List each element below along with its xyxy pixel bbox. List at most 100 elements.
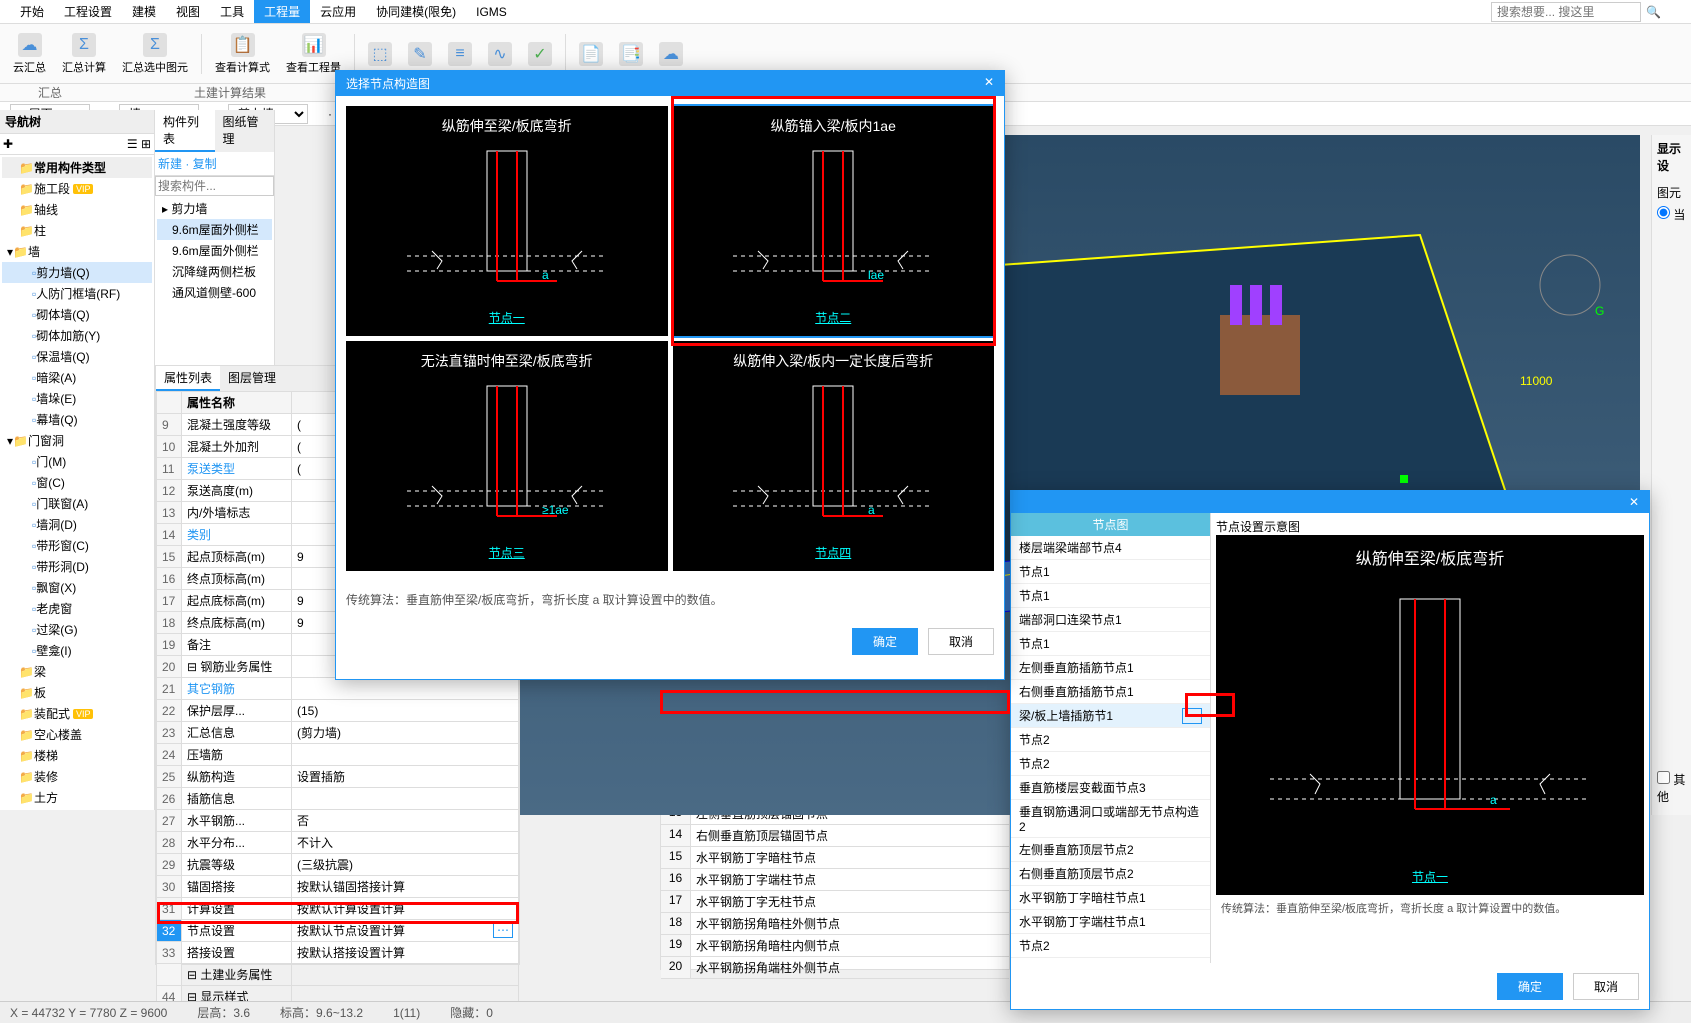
tab-properties[interactable]: 属性列表	[156, 366, 220, 391]
tool-g[interactable]: 📑	[611, 40, 651, 68]
tab-quantity[interactable]: 工程量	[254, 0, 310, 23]
tree-subitem[interactable]: ▫ 门联窗(A)	[2, 493, 152, 514]
tab-modeling[interactable]: 建模	[122, 0, 166, 23]
property-row[interactable]: 21其它钢筋	[157, 678, 519, 700]
node-map-item[interactable]: 节点2	[1011, 934, 1210, 958]
property-row[interactable]: 31计算设置按默认计算设置计算	[157, 898, 519, 920]
tree-subitem[interactable]: ▫ 幕墙(Q)	[2, 409, 152, 430]
node-list-row[interactable]: 19水平钢筋拐角暗柱内侧节点	[661, 935, 1009, 957]
node-map-item[interactable]: 楼层端梁端部节点4	[1011, 536, 1210, 560]
tree-item[interactable]: 📁 土方	[2, 787, 152, 808]
property-row[interactable]: 29抗震等级(三级抗震)	[157, 854, 519, 876]
tool-d[interactable]: ∿	[480, 40, 520, 68]
tree-item[interactable]: 📁 空心楼盖	[2, 724, 152, 745]
display-radio-current[interactable]	[1657, 206, 1670, 219]
node-map-item[interactable]: 水平钢筋丁字端柱节点1	[1011, 910, 1210, 934]
tree-item[interactable]: 📁 梁	[2, 661, 152, 682]
tool-c[interactable]: ≡	[440, 40, 480, 68]
property-row[interactable]: 24压墙筋	[157, 744, 519, 766]
node-map-item[interactable]: 垂直钢筋遇洞口或端部无节点构造2	[1011, 800, 1210, 838]
node-map-item[interactable]: 节点2	[1011, 728, 1210, 752]
tree-subitem[interactable]: ▫ 壁龛(I)	[2, 640, 152, 661]
property-row[interactable]: ⊟ 土建业务属性	[157, 964, 519, 986]
tool-f[interactable]: 📄	[571, 40, 611, 68]
tree-subitem[interactable]: ▫ 砌体加筋(Y)	[2, 325, 152, 346]
node-list-row[interactable]: 15水平钢筋丁字暗柱节点	[661, 847, 1009, 869]
tree-subitem[interactable]: ▫ 带形窗(C)	[2, 535, 152, 556]
component-item[interactable]: 9.6m屋面外侧栏	[157, 219, 272, 240]
node-map-item[interactable]: 节点1	[1011, 632, 1210, 656]
tree-item[interactable]: 📁 板	[2, 682, 152, 703]
display-other-checkbox[interactable]	[1657, 771, 1670, 784]
tree-item[interactable]: ▾ 📁 墙	[2, 241, 152, 262]
node-map-item[interactable]: 节点2	[1011, 752, 1210, 776]
tree-item[interactable]: 📁 装修	[2, 766, 152, 787]
summary-selected-button[interactable]: Σ汇总选中图元	[114, 31, 196, 77]
cancel-button[interactable]: 取消	[928, 628, 994, 655]
tree-subitem[interactable]: ▫ 窗(C)	[2, 472, 152, 493]
tree-subitem[interactable]: ▫ 暗梁(A)	[2, 367, 152, 388]
tab-igms[interactable]: IGMS	[466, 2, 517, 22]
tool-b[interactable]: ✎	[400, 40, 440, 68]
tab-start[interactable]: 开始	[10, 0, 54, 23]
tree-item[interactable]: 📁 施工段VIP	[2, 178, 152, 199]
node-map-item[interactable]: 水平钢筋丁字暗柱节点1	[1011, 886, 1210, 910]
tree-subitem[interactable]: ▫ 墙洞(D)	[2, 514, 152, 535]
view-calc-button[interactable]: 📋查看计算式	[207, 31, 278, 77]
node-list-row[interactable]: 16水平钢筋丁字端柱节点	[661, 869, 1009, 891]
property-row[interactable]: 32节点设置按默认节点设置计算⋯	[157, 920, 519, 942]
tree-item[interactable]: 📁 常用构件类型	[2, 157, 152, 178]
node-card[interactable]: 纵筋伸至梁/板底弯折 a节点一	[346, 106, 668, 336]
tree-item[interactable]: 📁 装配式VIP	[2, 703, 152, 724]
node-card[interactable]: 纵筋伸入梁/板内一定长度后弯折 a节点四	[673, 341, 995, 571]
ok-button[interactable]: 确定	[852, 628, 918, 655]
node-list-row[interactable]: 20水平钢筋拐角端柱外侧节点	[661, 957, 1009, 979]
tree-subitem[interactable]: ▫ 人防门框墙(RF)	[2, 283, 152, 304]
tree-item[interactable]: 📁 楼梯	[2, 745, 152, 766]
component-search-input[interactable]	[155, 176, 274, 196]
tab-drawing-mgmt[interactable]: 图纸管理	[215, 110, 275, 152]
tree-subitem[interactable]: ▫ 保温墙(Q)	[2, 346, 152, 367]
tree-subitem[interactable]: ▫ 剪力墙(Q)	[2, 262, 152, 283]
tree-subitem[interactable]: ▫ 墙垛(E)	[2, 388, 152, 409]
property-row[interactable]: 27水平钢筋...否	[157, 810, 519, 832]
node-list-row[interactable]: 17水平钢筋丁字无柱节点	[661, 891, 1009, 913]
node-map-item[interactable]: 节点1	[1011, 560, 1210, 584]
node-map-item[interactable]: 端部洞口连梁节点1	[1011, 608, 1210, 632]
tool-h[interactable]: ☁	[651, 40, 691, 68]
search-icon[interactable]: 🔍	[1646, 5, 1661, 19]
tree-tool-icon[interactable]: ✚	[3, 137, 13, 151]
tree-subitem[interactable]: ▫ 过梁(G)	[2, 619, 152, 640]
tab-project-settings[interactable]: 工程设置	[54, 0, 122, 23]
list-view-icon[interactable]: ☰	[127, 137, 138, 151]
tree-subitem[interactable]: ▫ 老虎窗	[2, 598, 152, 619]
cancel-button[interactable]: 取消	[1573, 973, 1639, 1000]
ellipsis-button[interactable]: ⋯	[1182, 708, 1202, 724]
node-card[interactable]: 纵筋锚入梁/板内1ae lae节点二	[673, 106, 995, 336]
tree-item[interactable]: 📁 柱	[2, 220, 152, 241]
tab-component-list[interactable]: 构件列表	[155, 110, 215, 152]
tree-subitem[interactable]: ▫ 门(M)	[2, 451, 152, 472]
tab-layers[interactable]: 图层管理	[220, 366, 284, 391]
ok-button[interactable]: 确定	[1497, 973, 1563, 1000]
close-icon[interactable]: ✕	[1629, 495, 1639, 509]
tree-subitem[interactable]: ▫ 带形洞(D)	[2, 556, 152, 577]
close-icon[interactable]: ✕	[984, 75, 994, 92]
property-row[interactable]: 22保护层厚...(15)	[157, 700, 519, 722]
tab-collab[interactable]: 协同建模(限免)	[366, 0, 466, 23]
node-map-item[interactable]: 右侧垂直筋顶层节点2	[1011, 862, 1210, 886]
summary-calc-button[interactable]: Σ汇总计算	[54, 31, 114, 77]
node-map-item[interactable]: 垂直筋楼层变截面节点3	[1011, 776, 1210, 800]
tool-e[interactable]: ✓	[520, 40, 560, 68]
component-group[interactable]: ▸ 剪力墙	[157, 198, 272, 219]
node-card[interactable]: 无法直锚时伸至梁/板底弯折 ≥1ae节点三	[346, 341, 668, 571]
property-row[interactable]: 28水平分布...不计入	[157, 832, 519, 854]
cloud-summary-button[interactable]: ☁云汇总	[5, 31, 54, 77]
node-map-item[interactable]: 左侧垂直筋顶层节点2	[1011, 838, 1210, 862]
property-row[interactable]: 23汇总信息(剪力墙)	[157, 722, 519, 744]
tree-item[interactable]: 📁 基础	[2, 808, 152, 810]
property-row[interactable]: 30锚固搭接按默认锚固搭接计算	[157, 876, 519, 898]
ellipsis-button[interactable]: ⋯	[493, 922, 513, 938]
tab-view[interactable]: 视图	[166, 0, 210, 23]
property-row[interactable]: 33搭接设置按默认搭接设置计算	[157, 942, 519, 964]
